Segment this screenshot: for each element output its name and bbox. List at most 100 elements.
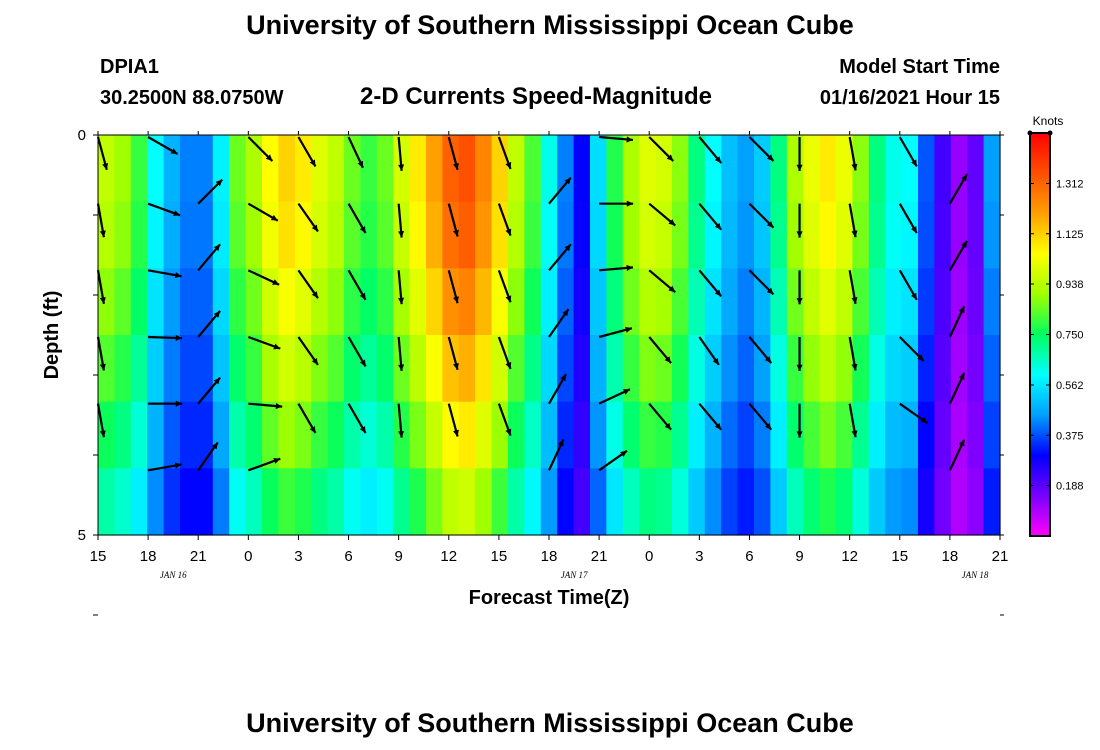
current-arrow xyxy=(748,136,775,162)
current-arrow xyxy=(497,403,512,436)
heat-cell xyxy=(622,201,640,269)
heat-cell xyxy=(130,468,148,536)
heat-cell xyxy=(311,468,329,536)
arrow-head xyxy=(796,364,803,371)
arrow-head xyxy=(99,430,106,438)
heat-cell xyxy=(540,201,558,269)
heat-cell xyxy=(950,401,968,469)
heat-cell xyxy=(672,401,689,469)
heat-cell xyxy=(983,135,1001,203)
arrow-head xyxy=(213,377,221,385)
heat-cell xyxy=(278,468,296,536)
heat-cell xyxy=(606,401,624,469)
current-arrow xyxy=(848,336,858,371)
heat-cell xyxy=(754,201,771,269)
arrow-head xyxy=(910,159,917,167)
heat-cell xyxy=(180,201,197,269)
heat-cell xyxy=(688,401,706,469)
x-tick-label: 21 xyxy=(591,548,608,565)
heat-cell xyxy=(983,335,1001,403)
heat-cell xyxy=(147,401,165,469)
heat-cell xyxy=(721,401,739,469)
heat-cell xyxy=(622,335,640,403)
heat-cell xyxy=(180,135,197,203)
heat-cell xyxy=(704,201,722,269)
heat-cell xyxy=(754,135,771,203)
heat-cell xyxy=(524,401,542,469)
heat-cell xyxy=(721,135,739,203)
heat-cell xyxy=(475,135,493,203)
heat-cell xyxy=(147,268,165,336)
heat-cell xyxy=(344,468,361,536)
heat-cell xyxy=(672,335,689,403)
heat-cell xyxy=(229,268,247,336)
current-arrow xyxy=(796,137,803,171)
current-arrow xyxy=(197,243,221,272)
arrow-head xyxy=(714,156,722,164)
arrow-head xyxy=(796,298,803,305)
heat-cell xyxy=(852,335,870,403)
heat-cell xyxy=(376,135,394,203)
current-arrow xyxy=(898,336,925,362)
heat-cell xyxy=(147,201,165,269)
heat-cell xyxy=(245,135,263,203)
heat-cell xyxy=(458,468,476,536)
arrow-head xyxy=(453,362,459,370)
heat-cell xyxy=(114,401,132,469)
current-arrow xyxy=(796,403,803,438)
heat-cell xyxy=(130,335,148,403)
current-arrow xyxy=(347,203,367,234)
heat-cell xyxy=(721,201,739,269)
current-arrow xyxy=(447,136,459,171)
current-arrow xyxy=(96,336,106,371)
heat-cell xyxy=(721,335,739,403)
heat-cell xyxy=(278,201,296,269)
heat-cell xyxy=(934,201,952,269)
current-arrow xyxy=(247,457,281,472)
current-arrow xyxy=(147,462,182,472)
heat-cell xyxy=(590,401,607,469)
heat-cell xyxy=(639,135,657,203)
heat-cell xyxy=(704,135,722,203)
heat-cell xyxy=(983,268,1001,336)
heat-cell xyxy=(442,201,460,269)
current-arrow xyxy=(447,403,459,437)
arrow-head xyxy=(170,148,178,154)
heat-cell xyxy=(196,135,214,203)
heat-cell xyxy=(442,135,460,203)
colorbar-title: Knots xyxy=(1033,114,1064,128)
current-arrow xyxy=(247,269,280,286)
arrow-head xyxy=(213,244,221,252)
heat-cell xyxy=(327,335,345,403)
heat-cell xyxy=(442,401,460,469)
heat-cell xyxy=(901,468,919,536)
current-arrow xyxy=(297,336,319,366)
heat-cell xyxy=(409,335,427,403)
x-tick-label: 6 xyxy=(745,548,753,565)
current-arrow xyxy=(96,136,109,171)
heat-cell xyxy=(868,201,886,269)
arrow-head xyxy=(626,136,633,143)
heat-cell xyxy=(885,268,903,336)
heat-cell xyxy=(786,201,804,269)
heat-cell xyxy=(803,468,821,536)
heat-cell xyxy=(934,135,952,203)
current-arrow xyxy=(497,269,512,303)
colorbar-tick-label: 0.562 xyxy=(1056,380,1084,392)
arrow-head xyxy=(174,462,182,469)
current-arrow xyxy=(599,135,634,143)
heat-cell xyxy=(426,135,443,203)
current-arrow xyxy=(96,270,106,305)
heat-cell xyxy=(360,401,378,469)
x-tick-label: 12 xyxy=(841,548,858,565)
current-arrow xyxy=(698,202,723,231)
heat-cell xyxy=(212,135,230,203)
heat-cell xyxy=(737,335,755,403)
heat-cell xyxy=(868,135,886,203)
heat-cell xyxy=(163,268,181,336)
heat-cell xyxy=(508,468,525,536)
heat-cell xyxy=(180,335,197,403)
arrow-head xyxy=(215,179,223,187)
heat-cell xyxy=(868,268,886,336)
arrow-head xyxy=(796,164,803,171)
